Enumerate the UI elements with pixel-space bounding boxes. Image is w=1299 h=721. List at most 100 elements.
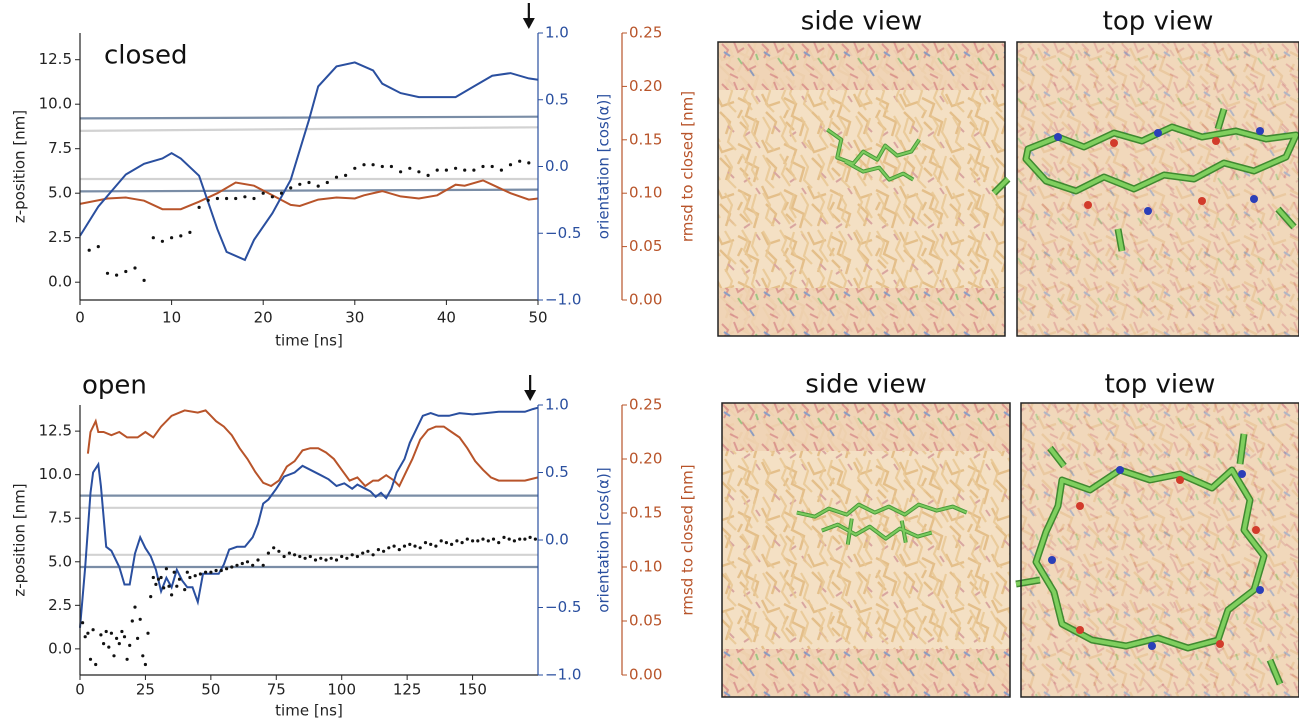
atom-marker bbox=[1048, 556, 1056, 564]
z-position-point bbox=[88, 657, 93, 661]
orientation-tick-label: 1.0 bbox=[545, 24, 569, 42]
rmsd-tick-label: 0.10 bbox=[629, 184, 662, 202]
peptide-side-highlight bbox=[826, 128, 921, 181]
z-position-point bbox=[508, 163, 513, 167]
z-position-point bbox=[160, 239, 164, 243]
y-tick-label: 7.5 bbox=[48, 509, 72, 527]
z-position-point bbox=[261, 191, 265, 195]
z-position-point bbox=[279, 191, 284, 195]
structure-views-open: side view top view bbox=[721, 370, 1299, 698]
z-position-point bbox=[366, 549, 370, 553]
z-position-point bbox=[376, 548, 380, 552]
x-tick-label: 100 bbox=[327, 681, 356, 699]
z-position-point bbox=[151, 575, 155, 580]
z-position-point bbox=[177, 577, 182, 581]
z-position-point bbox=[387, 546, 391, 550]
z-position-point bbox=[293, 553, 297, 557]
series-rmsd-line bbox=[79, 179, 539, 211]
atom-marker bbox=[1148, 642, 1156, 650]
atom-marker bbox=[1054, 133, 1062, 141]
z-position-point bbox=[324, 558, 328, 562]
z-position-point bbox=[523, 537, 527, 541]
z-position-point bbox=[107, 645, 111, 649]
z-position-point bbox=[334, 558, 339, 562]
z-position-point bbox=[183, 588, 187, 592]
z-position-point bbox=[481, 537, 485, 541]
z-position-point bbox=[179, 234, 183, 238]
x-tick-label: 10 bbox=[162, 309, 181, 327]
atom-marker bbox=[1084, 201, 1092, 209]
z-position-point bbox=[149, 595, 153, 599]
peptide-top-highlight bbox=[992, 108, 1298, 252]
z-position-point bbox=[399, 170, 403, 174]
lipid-tails-image bbox=[722, 403, 1010, 697]
x-tick-label: 50 bbox=[528, 309, 547, 327]
z-position-point bbox=[209, 570, 213, 574]
atom-marker bbox=[1216, 640, 1224, 648]
z-position-point bbox=[204, 570, 208, 574]
z-position-point bbox=[289, 186, 293, 190]
atom-marker bbox=[1144, 207, 1152, 215]
z-position-point bbox=[476, 539, 480, 543]
z-position-point bbox=[109, 631, 113, 635]
top-view-title: top view bbox=[1103, 7, 1214, 37]
upper-headgroups-image bbox=[718, 42, 1005, 90]
z-position-point bbox=[185, 570, 189, 574]
z-position-point bbox=[142, 278, 146, 282]
z-position-point bbox=[81, 621, 85, 625]
side-view-frame bbox=[721, 402, 1011, 698]
z-position-point bbox=[102, 642, 106, 646]
z-position-point bbox=[316, 184, 320, 188]
z-position-point bbox=[130, 619, 134, 623]
z-position-point bbox=[133, 605, 137, 609]
side-view-title: side view bbox=[801, 7, 922, 37]
z-position-point bbox=[334, 175, 339, 179]
z-position-point bbox=[528, 535, 532, 540]
lower-headgroups-image bbox=[722, 649, 1010, 697]
z-position-point bbox=[418, 546, 422, 550]
z-position-point bbox=[307, 180, 311, 185]
z-position-point bbox=[429, 542, 433, 547]
z-position-point bbox=[303, 556, 307, 560]
rmsd-tick-label: 0.05 bbox=[629, 612, 662, 630]
z-position-point bbox=[344, 173, 348, 177]
z-position-point bbox=[507, 537, 511, 541]
z-position-point bbox=[172, 570, 176, 574]
z-position-point bbox=[454, 166, 458, 170]
z-position-point bbox=[426, 173, 430, 177]
orientation-axis-label: orientation [cos(α)] bbox=[595, 467, 613, 612]
z-position-point bbox=[497, 541, 501, 545]
z-position-point bbox=[329, 556, 333, 560]
z-position-point bbox=[325, 180, 329, 185]
x-tick-label: 20 bbox=[254, 309, 273, 327]
z-position-point bbox=[117, 642, 121, 646]
z-position-point bbox=[234, 196, 238, 201]
rmsd-tick-label: 0.20 bbox=[629, 77, 662, 95]
rmsd-tick-label: 0.20 bbox=[629, 450, 662, 468]
lipid-headgroup-overlay bbox=[1021, 403, 1299, 697]
z-position-point bbox=[392, 544, 396, 548]
z-position-point bbox=[298, 554, 302, 559]
z-position-point bbox=[371, 163, 375, 167]
z-position-point bbox=[350, 553, 354, 557]
z-position-point bbox=[444, 168, 448, 172]
z-position-point bbox=[112, 654, 116, 658]
top-view-panel bbox=[1015, 402, 1299, 698]
rmsd-axis-label: rmsd to closed [nm] bbox=[679, 464, 697, 615]
orientation-tick-label: −1.0 bbox=[545, 291, 581, 309]
atom-marker bbox=[1212, 137, 1220, 145]
rmsd-tick-label: 0.10 bbox=[629, 558, 662, 576]
x-tick-label: 30 bbox=[345, 309, 364, 327]
z-position-point bbox=[141, 654, 145, 658]
y-tick-label: 10.0 bbox=[39, 465, 72, 483]
z-position-point bbox=[512, 539, 517, 543]
z-position-point bbox=[156, 577, 161, 581]
z-position-point bbox=[261, 563, 265, 567]
z-position-point bbox=[382, 549, 386, 553]
z-position-point bbox=[120, 629, 124, 634]
z-position-point bbox=[159, 575, 163, 580]
z-position-point bbox=[362, 163, 366, 167]
z-position-point bbox=[439, 539, 443, 543]
z-position-point bbox=[380, 164, 384, 169]
